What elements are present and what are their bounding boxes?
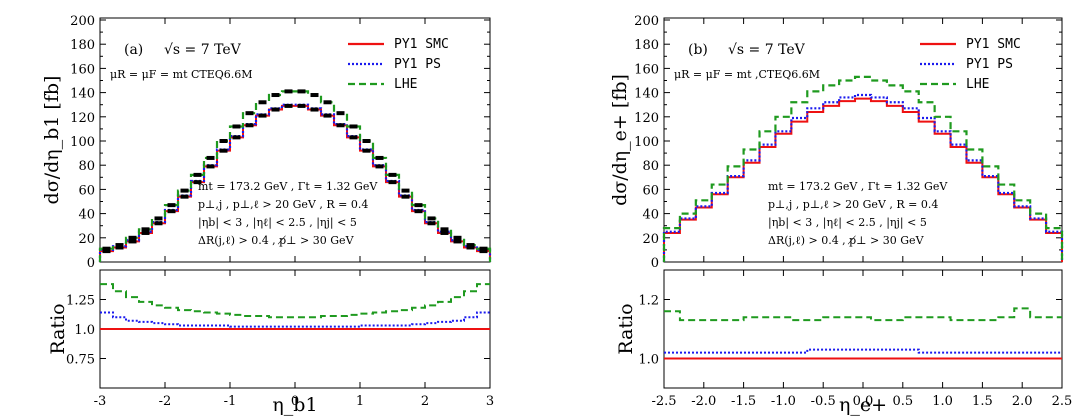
scale-label: μR = μF = mt CTEQ6.6M	[110, 68, 253, 81]
x-tick-label: 0	[291, 394, 299, 409]
y-tick-label: 140	[70, 87, 95, 102]
ratio-line-lhe	[100, 283, 490, 319]
y-tick-label: 100	[70, 135, 95, 150]
x-tick-label: -1.0	[771, 394, 796, 409]
scale-label: μR = μF = mt ,CTEQ6.6M	[674, 68, 820, 81]
x-tick-label: -1	[224, 394, 237, 409]
panel-label: (a)	[124, 42, 143, 58]
y-tick-label: 180	[70, 38, 95, 53]
y-tick-label: 0	[651, 256, 659, 271]
y-tick-label: 20	[78, 232, 95, 247]
ratio-tick-label: 1.0	[74, 323, 95, 338]
y-tick-label: 120	[70, 111, 95, 126]
ratio-plot-frame	[663, 269, 1063, 389]
x-tick-label: 0.5	[892, 394, 913, 409]
y-tick-label: 40	[78, 208, 95, 223]
cut-note: mt = 173.2 GeV , Γt = 1.32 GeV	[198, 180, 378, 193]
y-axis-label: dσ/dη_b1 [fb]	[41, 76, 63, 205]
x-axis-label: η_e+	[839, 394, 887, 416]
chart-panel-2: 0 20 40 60 80 100 120 140 160 180 200 1.0 1.2 -2.5 -2.…	[609, 14, 1072, 416]
x-axis-label: η_b1	[272, 394, 317, 416]
ratio-tick-label: 1.25	[66, 294, 95, 309]
x-tick-label: 3	[486, 394, 494, 409]
ratio-line-lhe	[664, 307, 1062, 322]
cut-note: |ηb| < 3 , |ηℓ| < 2.5 , |ηj| < 5	[198, 216, 357, 230]
y-tick-label: 0	[87, 256, 95, 271]
series-line-py1-ps	[98, 103, 492, 262]
series-line-lhe	[98, 90, 492, 262]
x-tick-label: -0.5	[811, 394, 836, 409]
y-tick-label: 200	[70, 14, 95, 29]
legend-label: PY1 SMC	[966, 37, 1021, 52]
cut-note: ΔR(j,ℓ) > 0.4 , p̸⊥ > 30 GeV	[768, 234, 925, 247]
panel-label: (b)	[688, 42, 708, 58]
legend-label: PY1 SMC	[394, 37, 449, 52]
ratio-tick-label: 1.0	[638, 353, 659, 368]
y-axis-label: dσ/dη_e+ [fb]	[609, 74, 631, 206]
x-tick-label: 1.0	[932, 394, 953, 409]
series-line-py1-smc	[99, 104, 491, 262]
legend-label: LHE	[966, 77, 989, 92]
ratio-tick-label: 1.2	[638, 294, 659, 309]
y-tick-label: 80	[642, 159, 659, 174]
legend-label: PY1 PS	[966, 57, 1013, 72]
ratio-tick-label: 0.75	[66, 353, 95, 368]
x-tick-label: -3	[94, 394, 107, 409]
x-tick-label: 2	[421, 394, 429, 409]
x-tick-label: -2	[159, 394, 172, 409]
cut-note: mt = 173.2 GeV , Γt = 1.32 GeV	[768, 180, 948, 193]
cut-note: ΔR(j,ℓ) > 0.4 , p̸⊥ > 30 GeV	[198, 234, 355, 247]
legend-label: PY1 PS	[394, 57, 441, 72]
x-tick-label: -2.0	[691, 394, 716, 409]
series-line-py1-ps	[662, 93, 1064, 262]
x-tick-label: 2.5	[1052, 394, 1073, 409]
x-tick-label: 1.5	[972, 394, 993, 409]
y-tick-label: 80	[78, 159, 95, 174]
x-tick-label: 2.0	[1012, 394, 1033, 409]
cut-note: p⊥,j , p⊥,ℓ > 20 GeV , R = 0.4	[768, 198, 938, 211]
cut-note: |ηb| < 3 , |ηℓ| < 2.5 , |ηj| < 5	[768, 216, 927, 230]
chart-panel-1: 0204060801001201401601802000.751.01.25-3…	[41, 14, 494, 416]
y-tick-label: 120	[634, 111, 659, 126]
ratio-line-py1-ps	[664, 348, 1062, 354]
x-tick-label: -1.5	[731, 394, 756, 409]
y-tick-label: 100	[634, 135, 659, 150]
y-tick-label: 140	[634, 87, 659, 102]
x-tick-label: 0.0	[853, 394, 874, 409]
y-tick-label: 60	[642, 183, 659, 198]
ratio-axis-label: Ratio	[47, 303, 69, 354]
y-tick-label: 40	[642, 208, 659, 223]
y-tick-label: 200	[634, 14, 659, 29]
energy-label: √s = 7 TeV	[728, 42, 806, 58]
y-tick-label: 180	[634, 38, 659, 53]
ratio-line-py1-ps	[100, 311, 490, 328]
x-tick-label: -2.5	[651, 394, 676, 409]
energy-label: √s = 7 TeV	[164, 42, 242, 58]
y-tick-label: 20	[642, 232, 659, 247]
ratio-axis-label: Ratio	[615, 303, 637, 354]
y-tick-label: 160	[634, 62, 659, 77]
x-tick-label: 1	[356, 394, 364, 409]
legend-label: LHE	[394, 77, 417, 92]
series-line-lhe	[662, 75, 1064, 262]
y-tick-label: 160	[70, 62, 95, 77]
y-tick-label: 60	[78, 183, 95, 198]
cut-note: p⊥,j , p⊥,ℓ > 20 GeV , R = 0.4	[198, 198, 368, 211]
